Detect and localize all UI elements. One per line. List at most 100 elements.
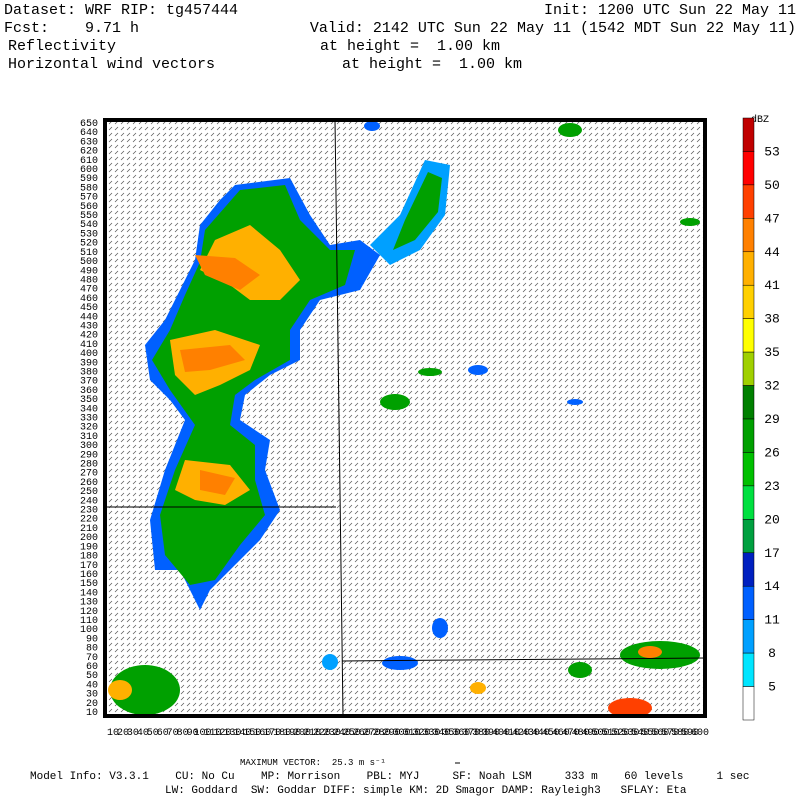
x-tick-label: 560: [651, 728, 669, 739]
x-tick-label: 130: [223, 728, 241, 739]
y-tick-label: 340: [80, 404, 98, 415]
x-tick-label: 390: [482, 728, 500, 739]
y-tick-label: 390: [80, 358, 98, 369]
x-tick-label: 470: [562, 728, 580, 739]
y-tick-label: 250: [80, 487, 98, 498]
y-tick-label: 90: [86, 634, 98, 645]
y-tick-label: 10: [86, 708, 98, 719]
x-tick-label: 190: [283, 728, 301, 739]
x-tick-label: 10: [107, 728, 119, 739]
x-tick-label: 240: [333, 728, 351, 739]
y-tick-label: 60: [86, 662, 98, 673]
y-tick-label: 70: [86, 653, 98, 664]
colorbar-label: 32: [764, 379, 780, 394]
y-tick-label: 610: [80, 156, 98, 167]
colorbar-segment: [742, 485, 755, 520]
x-tick-label: 210: [303, 728, 321, 739]
x-tick-label: 320: [412, 728, 430, 739]
max-vector: MAXIMUM VECTOR: 25.3 m s⁻¹: [240, 758, 386, 768]
y-tick-label: 200: [80, 533, 98, 544]
y-tick-label: 580: [80, 183, 98, 194]
colorbar-label: 47: [764, 211, 780, 226]
y-tick-label: 570: [80, 193, 98, 204]
x-tick-label: 220: [313, 728, 331, 739]
x-tick-label: 140: [233, 728, 251, 739]
y-tick-label: 220: [80, 515, 98, 526]
y-tick-label: 520: [80, 239, 98, 250]
x-tick-label: 270: [363, 728, 381, 739]
x-tick-label: 250: [343, 728, 361, 739]
colorbar: 53 50 47 44 41 38 35 32 29 26 23 20 17 14 11 8 5: [742, 117, 780, 721]
y-tick-label: 540: [80, 220, 98, 231]
y-tick-label: 460: [80, 294, 98, 305]
colorbar-label: 53: [764, 144, 780, 159]
colorbar-segment: [742, 385, 755, 420]
colorbar-label: 23: [764, 479, 780, 494]
colorbar-label: 5: [768, 680, 776, 695]
y-tick-label: 370: [80, 377, 98, 388]
x-tick-label: 70: [167, 728, 179, 739]
field-name: Reflectivity: [8, 38, 116, 55]
x-tick-label: 60: [157, 728, 169, 739]
colorbar-unit: dBZ: [751, 114, 769, 126]
y-tick-label: 480: [80, 275, 98, 286]
y-tick-label: 380: [80, 367, 98, 378]
x-tick-label: 490: [582, 728, 600, 739]
colorbar-label: 14: [764, 579, 780, 594]
x-tick-label: 330: [422, 728, 440, 739]
y-tick-label: 420: [80, 331, 98, 342]
colorbar-label: 38: [764, 312, 780, 327]
x-tick-label: 40: [137, 728, 149, 739]
x-tick-label: 450: [542, 728, 560, 739]
x-tick-label: 200: [293, 728, 311, 739]
colorbar-segment: [742, 452, 755, 487]
colorbar-segment: [742, 686, 755, 721]
colorbar-label: 35: [764, 345, 780, 360]
x-tick-label: 280: [373, 728, 391, 739]
colorbar-segment: [742, 117, 755, 152]
x-tick-label: 410: [502, 728, 520, 739]
axis-labels: 6506406306206106005905805705605505405305…: [80, 119, 709, 739]
y-tick-label: 350: [80, 395, 98, 406]
x-tick-label: 150: [243, 728, 261, 739]
y-tick-label: 150: [80, 579, 98, 590]
y-tick-label: 510: [80, 248, 98, 259]
y-tick-label: 640: [80, 128, 98, 139]
x-tick-label: 460: [552, 728, 570, 739]
y-tick-label: 650: [80, 119, 98, 130]
x-tick-label: 600: [691, 728, 709, 739]
colorbar-segment: [742, 418, 755, 453]
y-tick-label: 600: [80, 165, 98, 176]
y-tick-label: 140: [80, 588, 98, 599]
x-tick-label: 90: [187, 728, 199, 739]
y-tick-label: 120: [80, 607, 98, 618]
y-tick-label: 190: [80, 542, 98, 553]
x-tick-label: 120: [213, 728, 231, 739]
x-tick-label: 50: [147, 728, 159, 739]
x-tick-label: 370: [462, 728, 480, 739]
colorbar-segment: [742, 251, 755, 286]
x-tick-label: 180: [273, 728, 291, 739]
colorbar-segment: [742, 318, 755, 353]
x-tick-label: 510: [601, 728, 619, 739]
y-tick-label: 160: [80, 570, 98, 581]
y-tick-label: 260: [80, 478, 98, 489]
y-tick-label: 100: [80, 625, 98, 636]
colorbar-label: 11: [764, 613, 780, 628]
x-tick-label: 350: [442, 728, 460, 739]
field-name: Horizontal wind vectors: [8, 56, 215, 73]
colorbar-segment: [742, 184, 755, 219]
y-tick-label: 630: [80, 137, 98, 148]
x-tick-label: 110: [203, 728, 221, 739]
y-tick-label: 330: [80, 414, 98, 425]
y-tick-label: 310: [80, 432, 98, 443]
x-tick-label: 400: [492, 728, 510, 739]
colorbar-segment: [742, 652, 755, 687]
y-tick-label: 50: [86, 671, 98, 682]
colorbar-label: 44: [764, 245, 780, 260]
y-tick-label: 530: [80, 229, 98, 240]
valid-time: Valid: 2142 UTC Sun 22 May 11 (1542 MDT …: [310, 20, 796, 37]
colorbar-label: 29: [764, 412, 780, 427]
